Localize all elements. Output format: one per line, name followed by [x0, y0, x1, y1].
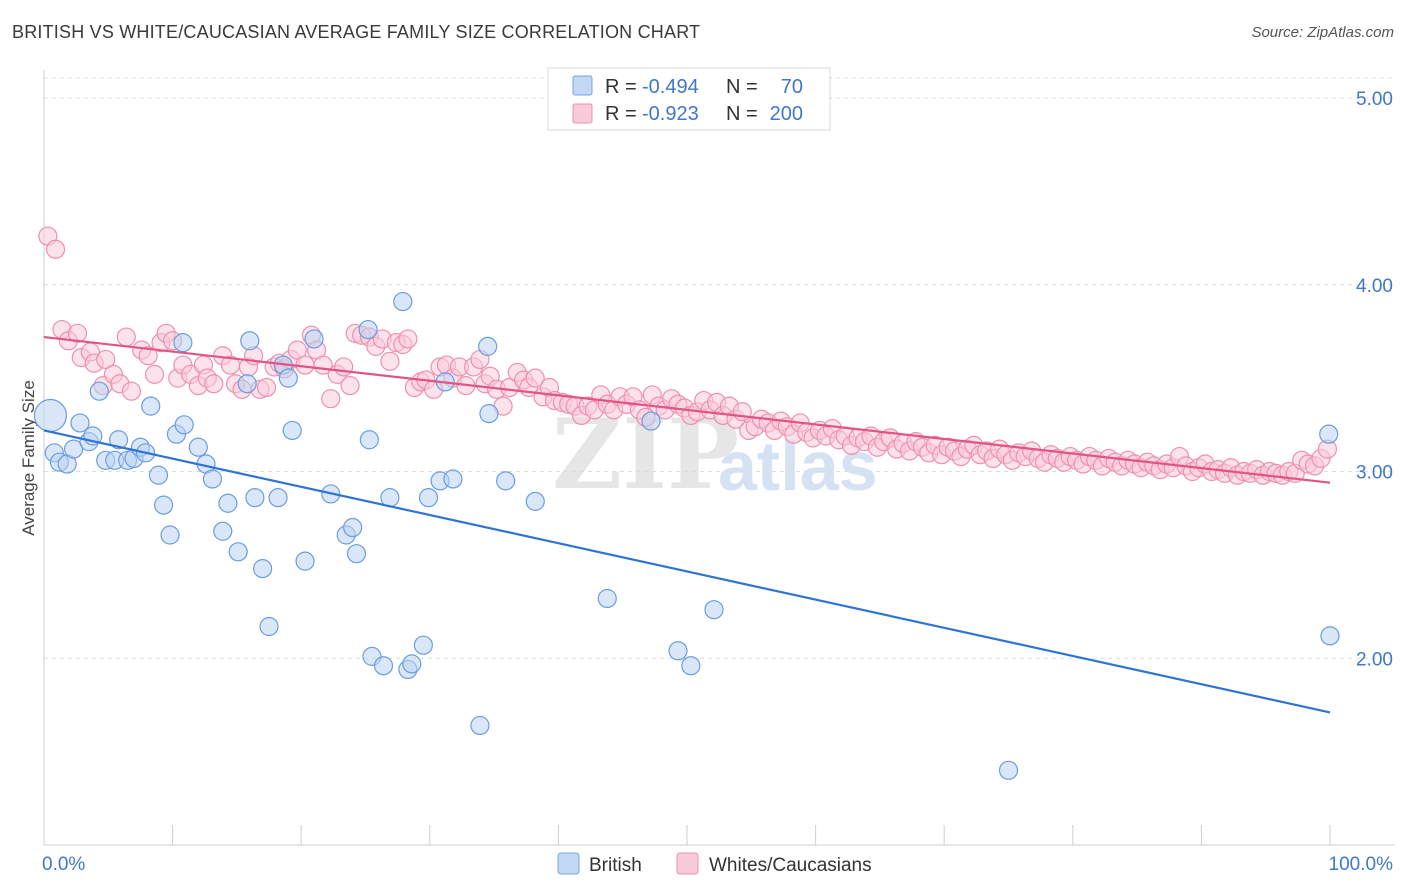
- point-british: [479, 404, 499, 424]
- legend-n-value-whites: 200: [770, 103, 803, 125]
- point-british: [295, 551, 315, 571]
- point-whites-caucasians: [45, 239, 66, 259]
- point-whites-caucasians: [96, 349, 116, 370]
- point-british: [282, 420, 302, 441]
- point-whites-caucasians: [340, 376, 360, 396]
- bottom-legend-swatch-british: [557, 852, 580, 875]
- point-british: [240, 331, 260, 351]
- point-british: [259, 616, 279, 637]
- x-tick-label-end: 100.0%: [1329, 854, 1394, 875]
- point-british: [173, 333, 193, 353]
- legend-r-value-whites: -0.923: [642, 103, 699, 125]
- y-tick-label: 4.00: [1356, 276, 1393, 297]
- point-british: [373, 656, 394, 676]
- point-british: [478, 336, 498, 356]
- point-british: [33, 398, 68, 433]
- bottom-legend-swatch-whites: [676, 852, 699, 875]
- point-whites-caucasians: [732, 402, 752, 422]
- x-tick-label-start: 0.0%: [42, 854, 85, 875]
- point-british: [641, 411, 661, 431]
- axes: [43, 70, 1395, 846]
- point-british: [213, 521, 233, 541]
- point-british: [89, 381, 109, 401]
- point-british: [681, 656, 701, 676]
- series-legend: British Whites/Caucasians: [557, 852, 872, 876]
- trend-line-british: [43, 429, 1331, 714]
- point-british: [1320, 626, 1340, 646]
- point-whites-caucasians: [334, 357, 354, 377]
- legend-swatch-whites: [572, 103, 593, 124]
- point-british: [253, 559, 273, 579]
- y-axis-label: Average Family Size: [19, 380, 38, 536]
- point-whites-caucasians: [321, 389, 341, 409]
- y-tick-label: 3.00: [1356, 463, 1393, 484]
- trend-lines: [43, 335, 1331, 714]
- point-british: [202, 469, 223, 489]
- point-british: [470, 715, 490, 736]
- point-whites-caucasians: [144, 364, 165, 384]
- series-british: [33, 291, 1340, 780]
- source-label: Source: ZipAtlas.com: [1251, 24, 1394, 41]
- point-british: [63, 439, 84, 459]
- point-british: [1319, 424, 1339, 444]
- point-whites-caucasians: [116, 327, 136, 347]
- point-british: [141, 396, 161, 416]
- point-british: [108, 430, 129, 450]
- chart-title: BRITISH VS WHITE/CAUCASIAN AVERAGE FAMIL…: [12, 22, 701, 42]
- point-british: [668, 641, 688, 661]
- point-british: [443, 469, 463, 489]
- legend-r-label-british: R =: [605, 76, 637, 98]
- point-british: [358, 319, 378, 340]
- point-british: [278, 368, 298, 388]
- legend-r-label-whites: R =: [605, 103, 637, 125]
- point-british: [188, 437, 208, 457]
- point-british: [153, 495, 174, 515]
- point-british: [525, 491, 545, 511]
- legend-n-value-british: 70: [781, 76, 803, 98]
- point-british: [496, 471, 516, 491]
- point-whites-caucasians: [287, 340, 307, 360]
- y-tick-label: 5.00: [1356, 89, 1393, 110]
- point-whites-caucasians: [398, 329, 418, 349]
- point-whites-caucasians: [204, 374, 224, 394]
- point-whites-caucasians: [67, 323, 88, 343]
- point-british: [268, 488, 288, 508]
- point-whites-caucasians: [121, 381, 142, 401]
- point-british: [413, 635, 433, 655]
- point-whites-caucasians: [380, 351, 400, 371]
- point-british: [218, 493, 238, 513]
- point-british: [343, 517, 363, 538]
- point-british: [160, 525, 180, 545]
- bottom-legend-british: British: [589, 855, 642, 876]
- point-british: [704, 600, 724, 620]
- point-british: [418, 488, 439, 508]
- point-whites-caucasians: [525, 368, 545, 388]
- point-british: [148, 465, 169, 485]
- point-british: [402, 654, 422, 674]
- legend-r-value-british: -0.494: [642, 76, 699, 98]
- bottom-legend-whites: Whites/Caucasians: [709, 855, 872, 876]
- legend-n-label-whites: N =: [726, 103, 758, 125]
- point-whites-caucasians: [256, 377, 277, 398]
- point-whites-caucasians: [138, 346, 158, 366]
- point-british: [245, 488, 265, 508]
- y-tick-labels: 2.00 3.00 4.00 5.00: [1356, 89, 1393, 670]
- y-tick-label: 2.00: [1356, 649, 1393, 670]
- point-british: [597, 588, 617, 609]
- point-british: [998, 760, 1019, 780]
- legend-swatch-british: [572, 75, 593, 96]
- trend-line-whites: [43, 335, 1331, 484]
- point-british: [237, 374, 257, 394]
- legend-n-label-british: N =: [726, 76, 758, 98]
- point-british: [304, 329, 324, 349]
- point-british: [393, 291, 413, 312]
- x-tick-labels: 0.0% 100.0%: [42, 854, 1393, 875]
- point-british: [346, 544, 367, 564]
- point-british: [228, 542, 248, 562]
- correlation-legend: R = -0.494 N = 70 R = -0.923 N = 200: [547, 67, 831, 131]
- point-british: [174, 415, 194, 435]
- point-british: [70, 413, 90, 433]
- point-british: [359, 430, 379, 450]
